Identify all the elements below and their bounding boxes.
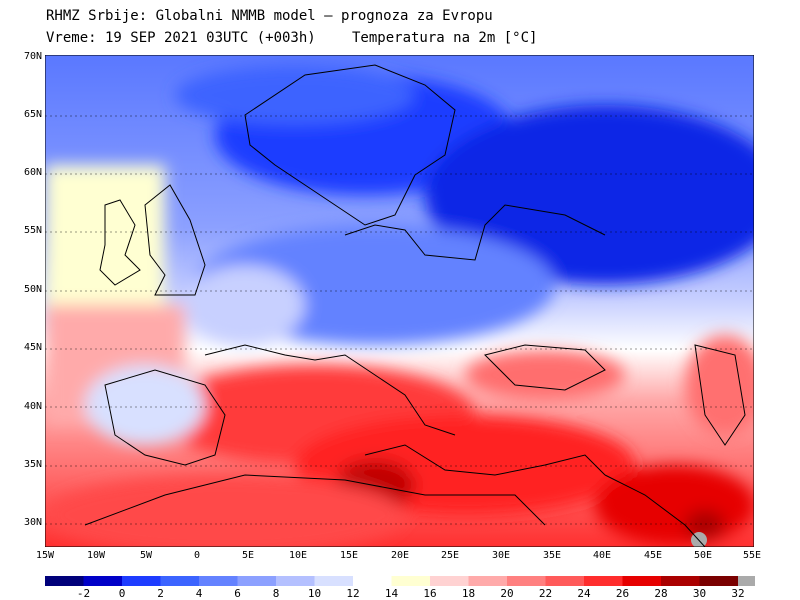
lon-label: 30E bbox=[491, 550, 511, 561]
lon-label: 0 bbox=[193, 550, 201, 561]
graticule bbox=[45, 115, 754, 525]
colorbar-tick-label: 22 bbox=[538, 587, 553, 600]
colorbar-tick-label: 16 bbox=[423, 587, 437, 600]
temperature-map bbox=[45, 55, 754, 547]
lon-label: 10W bbox=[86, 550, 106, 561]
lon-label: 25E bbox=[440, 550, 460, 561]
colorbar-tick-label: 8 bbox=[272, 587, 280, 600]
colorbar-swatch bbox=[430, 576, 469, 586]
colorbar-tick-label: 2 bbox=[157, 587, 164, 600]
colorbar-tick-label: 0 bbox=[118, 587, 126, 600]
lat-label: 55N bbox=[23, 225, 42, 236]
colorbar-tick-label: 14 bbox=[384, 587, 399, 600]
lon-label: 15W bbox=[35, 550, 55, 561]
colorbar-swatch bbox=[584, 576, 623, 586]
forecast-time: Vreme: 19 SEP 2021 03UTC (+003h) bbox=[46, 30, 316, 46]
colorbar bbox=[45, 576, 755, 586]
colorbar-tick-label: 4 bbox=[195, 587, 203, 600]
colorbar-swatch bbox=[353, 576, 392, 586]
lat-label: 60N bbox=[23, 167, 42, 178]
lon-label: 10E bbox=[288, 550, 308, 561]
variable-label: Temperatura na 2m [°C] bbox=[352, 30, 538, 46]
colorbar-tick-label: 24 bbox=[577, 587, 591, 600]
colorbar-swatch bbox=[276, 576, 315, 586]
lon-label: 35E bbox=[542, 550, 562, 561]
colorbar-swatch bbox=[661, 576, 700, 586]
colorbar-swatch bbox=[507, 576, 546, 586]
colorbar-swatch bbox=[391, 576, 430, 586]
colorbar-swatch bbox=[237, 576, 276, 586]
colorbar-tick-label: 20 bbox=[500, 587, 514, 600]
colorbar-tick-label: 28 bbox=[654, 587, 668, 600]
lon-label: 50E bbox=[693, 550, 713, 561]
colorbar-tick-label: 6 bbox=[234, 587, 241, 600]
lat-label: 65N bbox=[23, 109, 42, 120]
colorbar-tick-label: -2 bbox=[76, 587, 91, 600]
lon-label: 5W bbox=[139, 550, 153, 561]
colorbar-tick-label: 10 bbox=[307, 587, 322, 600]
lat-label: 45N bbox=[23, 342, 42, 353]
colorbar-swatch bbox=[622, 576, 661, 586]
colorbar-tick-label: 30 bbox=[692, 587, 707, 600]
colorbar-swatch bbox=[199, 576, 238, 586]
lon-label: 40E bbox=[592, 550, 612, 561]
lat-label: 50N bbox=[23, 284, 42, 295]
lon-label: 15E bbox=[339, 550, 359, 561]
colorbar-swatch bbox=[468, 576, 507, 586]
colorbar-tick-label: 32 bbox=[731, 587, 745, 600]
colorbar-swatch bbox=[738, 576, 755, 586]
map-title: RHMZ Srbije: Globalni NMMB model — progn… bbox=[46, 8, 493, 24]
colorbar-tick-label: 18 bbox=[461, 587, 476, 600]
colorbar-swatch bbox=[83, 576, 122, 586]
colorbar-swatch bbox=[45, 576, 84, 586]
colorbar-swatch bbox=[699, 576, 738, 586]
colorbar-swatch bbox=[160, 576, 199, 586]
lat-label: 70N bbox=[23, 51, 42, 62]
coastlines bbox=[84, 64, 746, 547]
colorbar-tick-label: 26 bbox=[615, 587, 630, 600]
colorbar-swatch bbox=[545, 576, 584, 586]
lon-label: 20E bbox=[390, 550, 410, 561]
lat-label: 40N bbox=[23, 401, 42, 412]
lon-label: 5E bbox=[241, 550, 255, 561]
lon-label: 55E bbox=[742, 550, 762, 561]
colorbar-swatch bbox=[314, 576, 353, 586]
lon-label: 45E bbox=[643, 550, 663, 561]
lat-label: 30N bbox=[23, 517, 42, 528]
colorbar-swatch bbox=[122, 576, 161, 586]
lat-label: 35N bbox=[23, 459, 42, 470]
temperature-shading bbox=[45, 65, 754, 547]
colorbar-tick-label: 12 bbox=[346, 587, 360, 600]
